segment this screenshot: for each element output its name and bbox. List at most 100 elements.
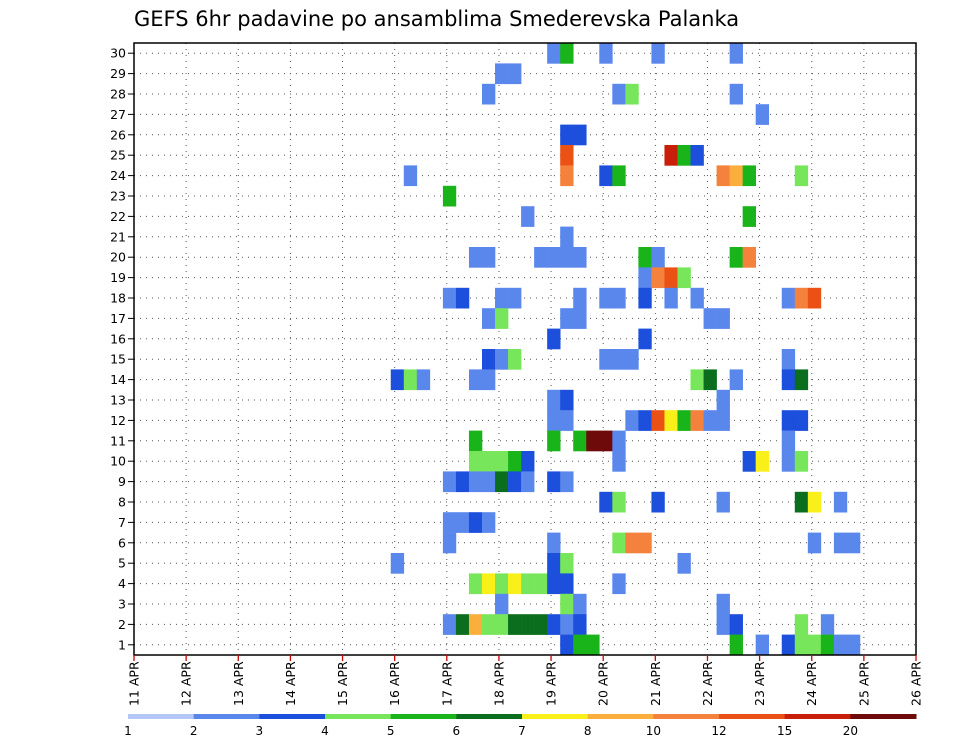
x-tick-label: 14 APR [283, 661, 298, 706]
precip-cell [390, 553, 405, 574]
precip-cell [612, 573, 626, 595]
precip-cell [573, 593, 587, 615]
colorbar-swatch [390, 714, 457, 719]
colorbar-swatch [587, 714, 654, 719]
precip-cell [729, 43, 743, 64]
ensemble-member-cells [390, 43, 861, 656]
precip-cell [651, 410, 665, 431]
x-tick-label: 11 APR [127, 661, 142, 706]
precip-cell [495, 63, 509, 85]
x-tick-label: 12 APR [179, 661, 194, 706]
precip-cell [468, 247, 483, 268]
precip-cell [403, 165, 418, 187]
precip-cell [481, 512, 496, 533]
precip-cell [612, 83, 626, 105]
precip-cell [560, 573, 574, 595]
y-tick-label: 23 [110, 189, 126, 204]
precip-cell [612, 165, 626, 187]
precip-cell [481, 83, 496, 105]
precip-cell [560, 247, 574, 268]
y-tick-label: 22 [110, 209, 126, 224]
precip-cell [468, 471, 483, 493]
precip-cell [547, 614, 561, 635]
precip-cell [442, 614, 457, 635]
precip-cell [690, 410, 704, 431]
precip-cell [468, 573, 483, 595]
precip-cell [807, 532, 822, 554]
colorbar-label: 10 [646, 724, 661, 738]
precip-cell [508, 573, 522, 595]
precip-cell [794, 491, 809, 513]
colorbar-label: 4 [321, 724, 329, 738]
precip-cell [742, 206, 756, 227]
precip-cell [468, 512, 483, 533]
x-tick-label: 25 APR [856, 661, 871, 706]
precip-cell [664, 145, 678, 166]
y-tick-label: 11 [110, 433, 126, 448]
precip-cell [547, 573, 561, 595]
precip-cell [481, 369, 496, 391]
precip-cell [612, 491, 626, 513]
y-tick-label: 1 [118, 637, 126, 652]
precip-cell [560, 614, 574, 635]
precip-cell [547, 247, 561, 268]
precip-cell [495, 349, 509, 370]
precip-cell [781, 430, 796, 452]
precip-cell [781, 634, 796, 656]
precip-cell [455, 471, 470, 493]
precip-cell [599, 349, 613, 370]
precip-cell [495, 287, 509, 309]
precip-cell [573, 308, 587, 329]
precip-cell [481, 247, 496, 268]
colorbar: 1 2 3 4 5 6 7 8 10 12 15 20 [124, 714, 917, 738]
precip-cell [508, 451, 522, 472]
precip-cell [651, 267, 665, 289]
precip-cell [442, 532, 457, 554]
precip-cell [781, 369, 796, 391]
x-tick-label: 15 APR [335, 661, 350, 706]
precip-cell [573, 287, 587, 309]
colorbar-label: 2 [190, 724, 198, 738]
precip-cell [651, 491, 665, 513]
y-tick-label: 21 [110, 229, 126, 244]
precip-cell [612, 532, 626, 554]
precip-cell [547, 43, 561, 64]
colorbar-swatch [784, 714, 851, 719]
colorbar-label: 8 [584, 724, 592, 738]
precip-cell [468, 430, 483, 452]
colorbar-swatch [522, 714, 589, 719]
colorbar-swatch [850, 714, 917, 719]
precip-cell [755, 451, 770, 472]
precip-cell [729, 165, 743, 187]
colorbar-swatch [128, 714, 195, 719]
precip-cell [833, 491, 848, 513]
precip-cell [625, 532, 639, 554]
precip-cell [508, 614, 522, 635]
precip-cell [807, 287, 822, 309]
precip-cell [742, 451, 756, 472]
colorbar-label: 1 [124, 724, 132, 738]
precip-cell [455, 614, 470, 635]
y-tick-label: 8 [118, 495, 126, 510]
x-tick-label: 13 APR [231, 661, 246, 706]
y-tick-label: 10 [110, 454, 126, 469]
precip-cell [651, 247, 665, 268]
precip-cell [716, 389, 730, 411]
precip-cell [521, 614, 535, 635]
precip-cell [495, 451, 509, 472]
y-tick-label: 5 [118, 556, 126, 571]
precip-cell [729, 247, 743, 268]
precip-cell [638, 267, 652, 289]
precip-cell [521, 451, 535, 472]
precip-cell [468, 369, 483, 391]
precip-cell [742, 247, 756, 268]
precip-cell [599, 287, 613, 309]
precip-cell [677, 410, 691, 431]
precip-cell [846, 634, 861, 656]
precip-cell [468, 451, 483, 472]
colorbar-label: 6 [453, 724, 461, 738]
grid-lines [133, 43, 917, 655]
colorbar-swatch [325, 714, 392, 719]
chart-title: GEFS 6hr padavine po ansamblima Smederev… [134, 7, 739, 31]
precip-cell [534, 614, 548, 635]
